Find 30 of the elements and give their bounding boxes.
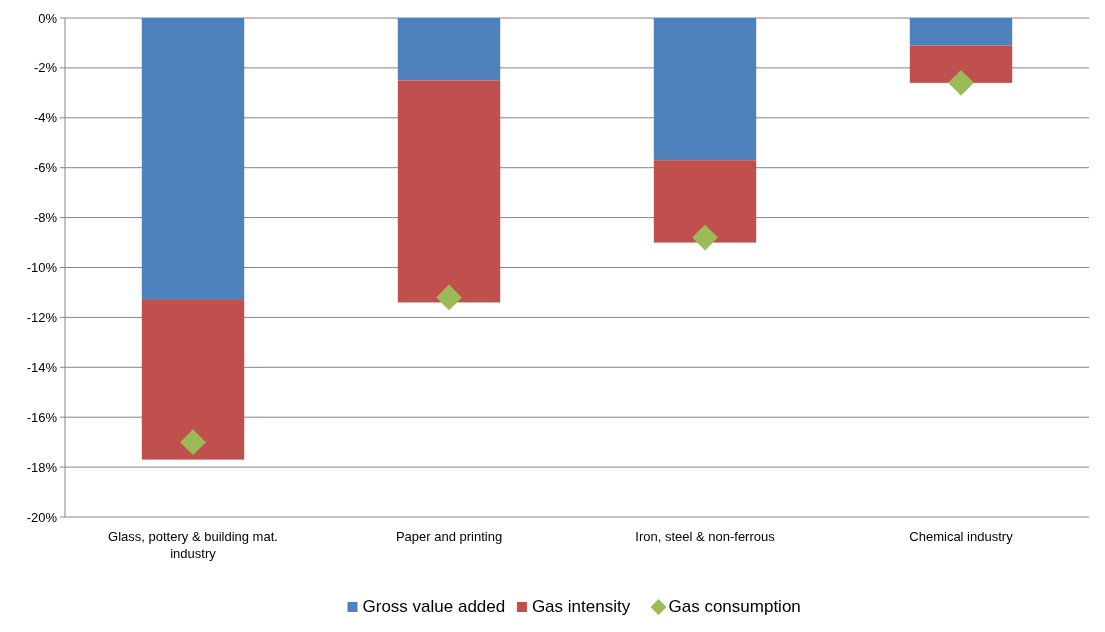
bar	[141, 18, 245, 300]
x-tick-label: Glass, pottery & building mat. industry	[108, 529, 278, 561]
bar	[141, 299, 245, 460]
y-tick-label: -14%	[26, 359, 58, 375]
y-tick-label: 0%	[38, 10, 58, 26]
y-tick-label: -2%	[33, 60, 58, 76]
y-tick-label: -12%	[26, 309, 58, 325]
bar	[909, 45, 1013, 83]
legend-label: Gas consumption	[668, 597, 801, 616]
point	[180, 429, 206, 455]
point	[948, 70, 974, 96]
point	[436, 284, 462, 311]
y-tick-label: -18%	[26, 459, 58, 475]
x-tick-label: Paper and printing	[395, 529, 503, 544]
legend-label: Gas intensity	[531, 597, 631, 616]
x-tick-label: Iron, steel & non-ferrous	[635, 529, 776, 544]
bar	[397, 80, 501, 303]
y-tick-label: -6%	[33, 160, 58, 176]
bar	[909, 18, 1013, 46]
legend-label: Gross value added	[362, 597, 506, 616]
y-tick-label: -8%	[33, 210, 58, 226]
y-tick-label: -4%	[33, 110, 58, 126]
bar	[653, 160, 757, 243]
y-tick-label: -20%	[26, 509, 58, 525]
point	[692, 224, 718, 251]
bar	[397, 18, 501, 81]
y-tick-label: -16%	[26, 409, 58, 425]
y-tick-label: -10%	[26, 260, 58, 276]
x-tick-label: Chemical industry	[909, 529, 1014, 544]
bar	[653, 18, 757, 161]
